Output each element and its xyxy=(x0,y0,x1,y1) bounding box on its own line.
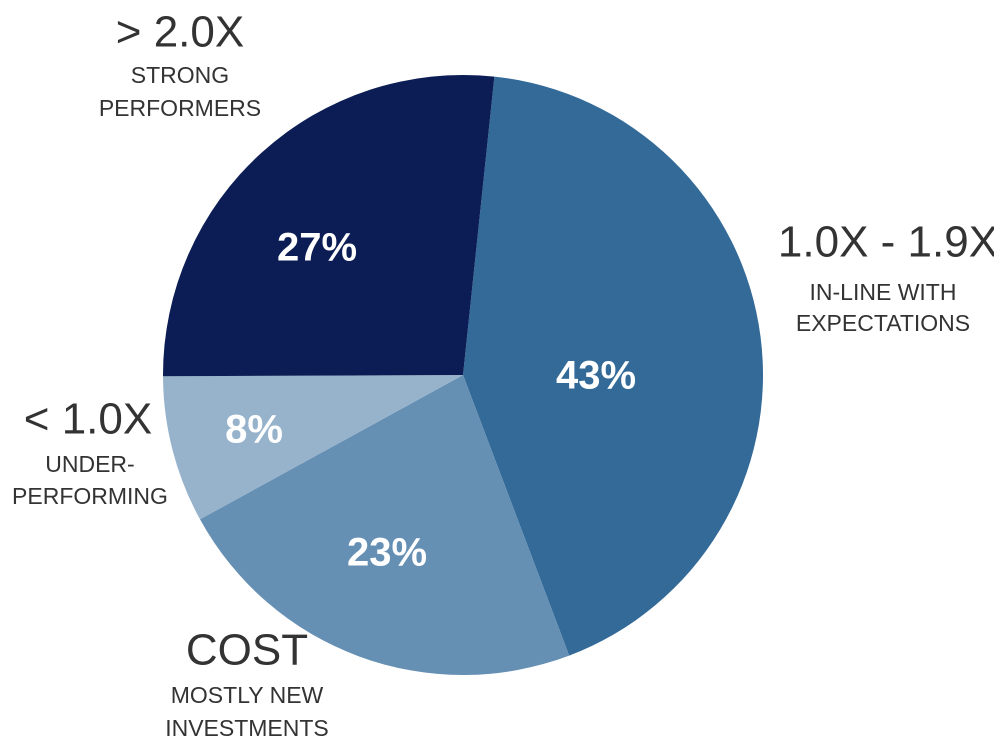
value-label: 8% xyxy=(225,408,283,452)
category-label: COST xyxy=(186,626,308,675)
category-description: IN-LINE WITH xyxy=(810,279,957,305)
value-label: 27% xyxy=(277,226,357,270)
pie-slice xyxy=(199,375,570,676)
category-description: UNDER- xyxy=(45,451,134,477)
category-description: PERFORMING xyxy=(12,483,168,509)
pie-slice xyxy=(163,375,464,520)
category-description: PERFORMERS xyxy=(99,95,261,121)
category-description: MOSTLY NEW xyxy=(171,682,324,708)
category-label: < 1.0X xyxy=(24,395,152,444)
category-label: 1.0X - 1.9X xyxy=(778,218,994,267)
category-description: INVESTMENTS xyxy=(165,715,329,741)
pie-slice xyxy=(463,76,764,656)
value-label: 43% xyxy=(556,354,636,398)
category-label: > 2.0X xyxy=(116,8,244,57)
value-label: 23% xyxy=(347,531,427,575)
pie-slice xyxy=(163,74,495,377)
category-description: STRONG xyxy=(131,62,229,88)
category-description: EXPECTATIONS xyxy=(796,310,970,336)
